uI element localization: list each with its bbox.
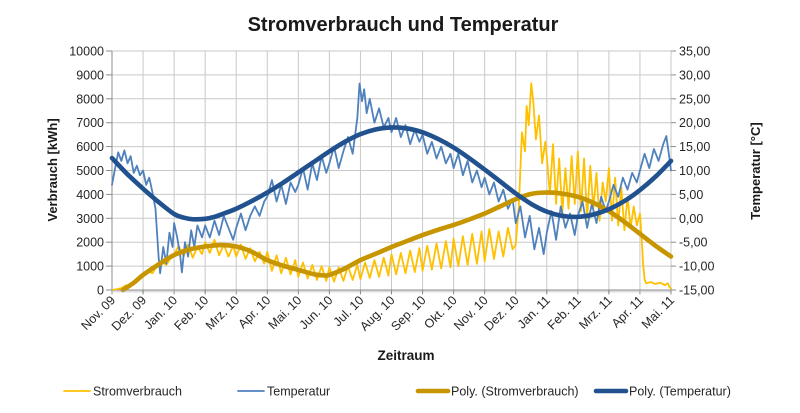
y-right-tick-label: 20,00	[679, 116, 710, 130]
x-tick-label: Dez. 10	[481, 293, 521, 333]
grid-layer	[111, 50, 672, 291]
y-right-tick-label: -10,00	[679, 260, 714, 274]
y-left-tick-label: 6000	[76, 140, 104, 154]
legend-item-poly-stromverbrauch: Poly. (Stromverbrauch)	[415, 385, 579, 399]
series-layer	[109, 82, 674, 293]
y-left-tick-label: 5000	[76, 164, 104, 178]
trendline-poly-temperatur	[109, 125, 674, 222]
y-left-tick-label: 9000	[76, 68, 104, 82]
y-right-tick-label: 10,00	[679, 164, 710, 178]
y-left-tick-label: 3000	[76, 212, 104, 226]
x-tick-label: Mrz. 11	[576, 293, 615, 332]
legend-label-poly-temperatur: Poly. (Temperatur)	[629, 385, 731, 399]
y-left-tick-label: 10000	[69, 45, 104, 59]
y-right-tick-label: 35,00	[679, 45, 710, 59]
x-tick-label: Feb. 10	[171, 293, 211, 333]
legend-label-stromverbrauch: Stromverbrauch	[93, 385, 182, 399]
series-line-stromverbrauch	[111, 82, 672, 291]
x-tick-label: Mai. 10	[266, 293, 305, 332]
x-tick-label: Sep. 10	[388, 293, 428, 333]
x-tick-label: Mrz. 10	[203, 293, 242, 332]
y-right-axis-title: Temperatur [°C]	[748, 122, 763, 219]
legend: Stromverbrauch Temperatur Poly. (Stromverb…	[63, 385, 731, 399]
y-right-tick-label: -15,00	[679, 284, 714, 298]
y-left-axis-title: Verbrauch [kWh]	[45, 118, 60, 221]
x-axis-title: Zeitraum	[377, 348, 434, 363]
y-left-tick-label: 2000	[76, 236, 104, 250]
y-left-tick-label: 0	[97, 284, 104, 298]
series-line-temperatur	[111, 82, 672, 275]
y-right-tick-label: 25,00	[679, 92, 710, 106]
x-tick-label: Dez. 09	[109, 293, 149, 333]
legend-label-temperatur: Temperatur	[267, 385, 330, 399]
y-left-tick-label: 8000	[76, 92, 104, 106]
legend-item-poly-temperatur: Poly. (Temperatur)	[593, 385, 731, 399]
x-tick-label: Mai. 11	[639, 293, 677, 331]
y-left-tick-label: 4000	[76, 188, 104, 202]
y-left-tick-label: 7000	[76, 116, 104, 130]
y-left-tick-label: 1000	[76, 260, 104, 274]
x-tick-label: Feb. 11	[545, 293, 584, 332]
y-right-tick-label: 5,00	[679, 188, 703, 202]
legend-item-stromverbrauch: Stromverbrauch	[63, 385, 182, 399]
x-tick-label: Jun. 10	[297, 293, 336, 332]
trendline-poly-stromverbrauch	[120, 190, 674, 293]
y-right-tick-label: 0,00	[679, 212, 703, 226]
y-right-tick-label: 15,00	[679, 140, 710, 154]
y-right-tick-label: 30,00	[679, 68, 710, 82]
y-right-tick-label: -5,00	[679, 236, 708, 250]
x-tick-label: Apr. 11	[609, 293, 646, 330]
legend-item-temperatur: Temperatur	[237, 385, 330, 399]
chart-title: Stromverbrauch und Temperatur	[248, 14, 559, 36]
legend-label-poly-stromverbrauch: Poly. (Stromverbrauch)	[451, 385, 579, 399]
